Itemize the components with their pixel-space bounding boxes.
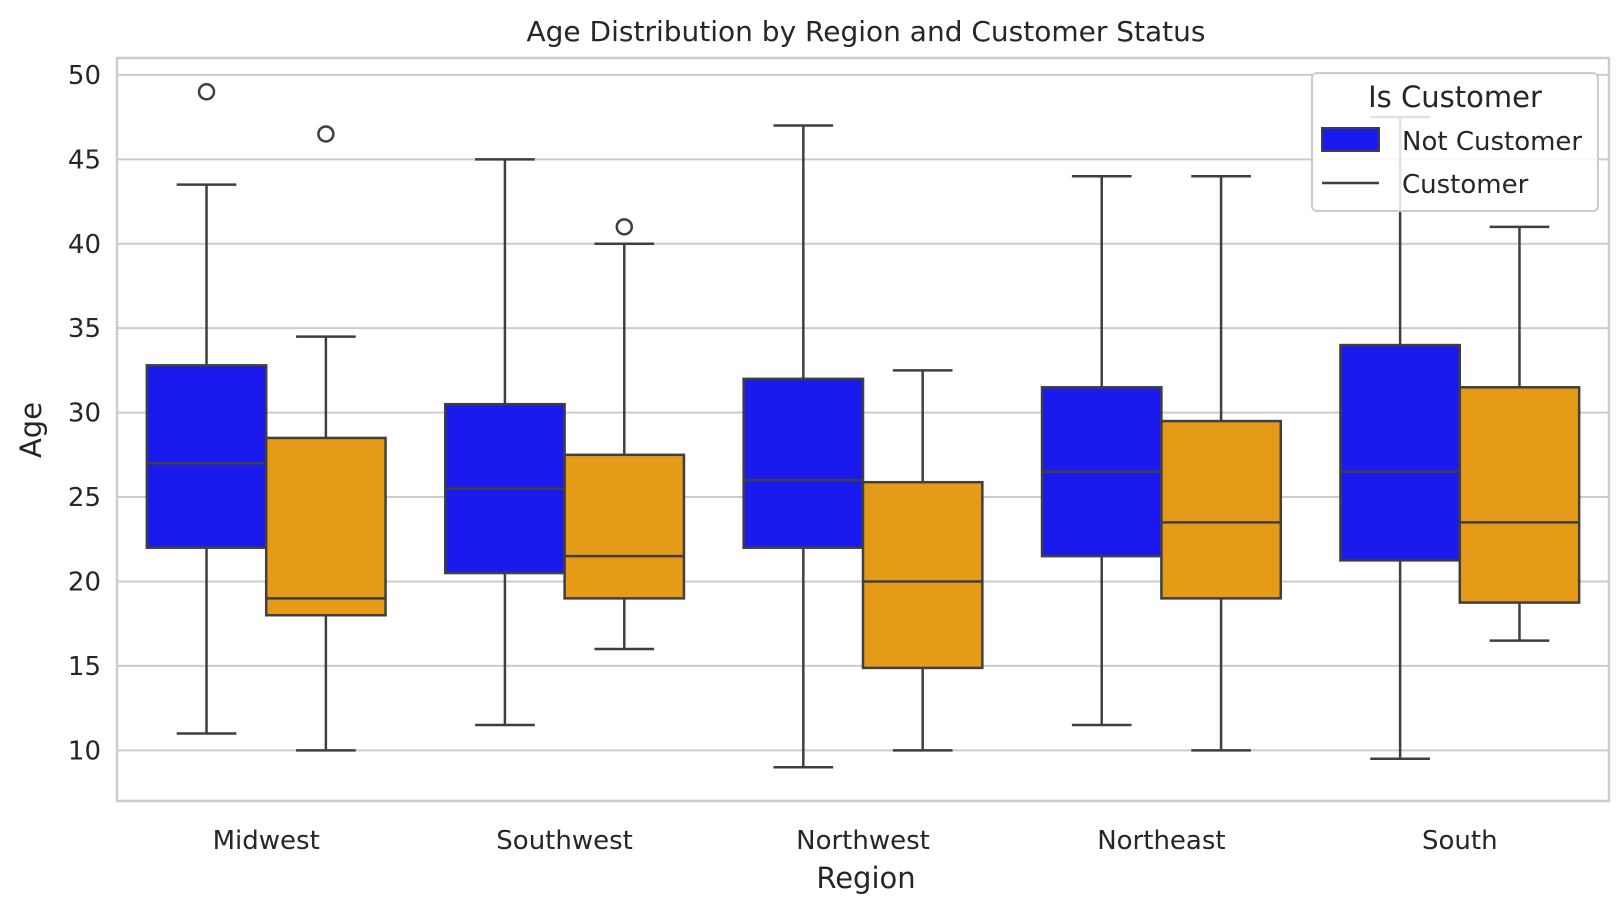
chart-title: Age Distribution by Region and Customer … — [526, 15, 1205, 48]
box-iqr — [861, 480, 984, 670]
outlier-point — [317, 125, 335, 143]
plot-frame — [115, 56, 1611, 803]
box-iqr — [264, 436, 387, 617]
box-midwest-not-customer — [145, 83, 268, 735]
box-iqr — [145, 364, 268, 549]
x-tick-label-northwest: Northwest — [796, 826, 930, 856]
y-axis-label: Age — [14, 402, 48, 458]
x-tick-label-northeast: Northeast — [1097, 826, 1225, 856]
box-iqr — [1160, 419, 1283, 600]
y-tick-label-10: 10 — [68, 736, 101, 766]
box-southwest-not-customer — [443, 158, 566, 727]
x-axis-label: Region — [816, 861, 915, 895]
box-plots — [145, 83, 1581, 769]
y-tick-label-50: 50 — [68, 61, 101, 91]
box-iqr — [742, 377, 865, 549]
box-northwest-not-customer — [742, 124, 865, 769]
y-tick-label-35: 35 — [68, 314, 101, 344]
y-tick-label-15: 15 — [68, 652, 101, 682]
x-tick-labels: Midwest Southwest Northwest Northeast South — [213, 826, 1498, 856]
box-northeast-not-customer — [1040, 174, 1163, 727]
legend: Is Customer Not Customer Customer — [1311, 72, 1599, 212]
legend-label-not-customer: Not Customer — [1402, 127, 1582, 157]
box-northwest-customer — [861, 369, 984, 752]
y-tick-label-30: 30 — [68, 399, 101, 429]
x-tick-label-south: South — [1422, 826, 1498, 856]
y-tick-label-20: 20 — [68, 567, 101, 597]
box-iqr — [1458, 386, 1581, 604]
legend-title: Is Customer — [1368, 80, 1542, 114]
box-midwest-customer — [264, 125, 387, 752]
box-southwest-customer — [563, 218, 686, 651]
x-tick-label-midwest: Midwest — [213, 826, 320, 856]
box-south-customer — [1458, 225, 1581, 642]
y-tick-label-45: 45 — [68, 145, 101, 175]
y-tick-label-25: 25 — [68, 483, 101, 513]
outlier-point — [615, 218, 634, 236]
y-tick-label-40: 40 — [68, 230, 101, 260]
legend-swatch-not-customer — [1321, 127, 1380, 152]
box-iqr — [1339, 343, 1462, 562]
legend-frame — [1311, 72, 1599, 212]
y-tick-labels: 10 15 20 25 30 35 40 45 50 — [68, 61, 101, 766]
box-south-not-customer — [1339, 115, 1462, 761]
box-iqr — [563, 453, 686, 600]
x-tick-label-southwest: Southwest — [496, 826, 633, 856]
outlier-point — [197, 83, 216, 101]
legend-label-customer: Customer — [1402, 170, 1529, 200]
box-northeast-customer — [1160, 174, 1283, 752]
